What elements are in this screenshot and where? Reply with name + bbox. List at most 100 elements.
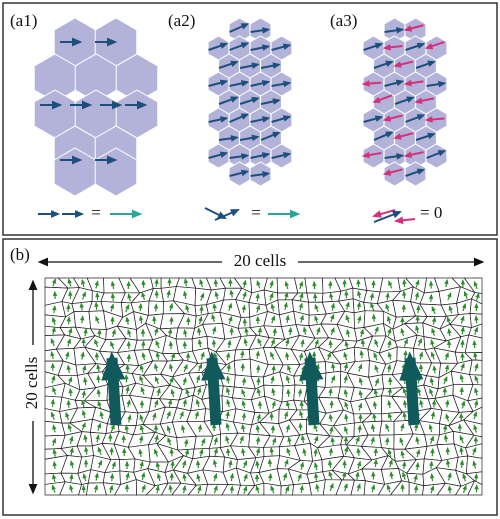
arrow-head — [447, 328, 452, 334]
arrow-head — [154, 448, 159, 455]
arrow-head — [242, 485, 248, 492]
arrow-head — [94, 280, 99, 286]
arrow-head — [358, 413, 363, 419]
arrow-head — [447, 472, 452, 478]
arrow-head — [437, 150, 447, 157]
arrow-head — [124, 460, 130, 466]
arrow-head — [97, 459, 103, 466]
arrow-head — [107, 37, 118, 47]
arrow-head — [371, 210, 382, 218]
arrow-head — [330, 313, 335, 320]
arrow-head — [358, 377, 364, 383]
arrow-head — [443, 375, 448, 382]
arrow-head — [197, 424, 203, 430]
arrow-head — [342, 279, 347, 285]
arrow-head — [110, 340, 115, 347]
arrow-head — [447, 485, 453, 491]
arrow-head — [141, 279, 146, 285]
arrow-head — [328, 280, 333, 286]
arrow-head — [361, 151, 370, 159]
arrow-head — [475, 292, 480, 299]
arrow-head — [50, 411, 56, 418]
arrow-head — [141, 291, 146, 298]
arrow-head — [361, 80, 370, 87]
arrow-head — [387, 351, 392, 358]
arrow-head — [330, 302, 336, 308]
arrow-head — [241, 412, 247, 418]
arrow-head — [282, 43, 292, 50]
arrow-head — [269, 292, 274, 299]
arrow-head — [153, 303, 159, 309]
arrow-head — [269, 412, 274, 418]
arrow-head — [286, 447, 291, 454]
arrow-head — [239, 435, 244, 442]
arrow-head — [124, 424, 129, 431]
arrow-head — [67, 278, 72, 284]
arrow-head — [373, 458, 378, 465]
arrow-head — [429, 460, 434, 467]
arrow-head — [168, 484, 173, 490]
arrow-head — [400, 483, 405, 489]
arrow-head — [261, 44, 271, 51]
arrow-head — [185, 304, 190, 310]
arrow-head — [52, 448, 57, 455]
arrow-head — [72, 37, 83, 47]
arrow-head — [68, 327, 73, 334]
arrow-head — [287, 364, 292, 371]
arrow-head — [402, 278, 407, 285]
arrow-head — [430, 351, 436, 357]
arrow-head — [52, 100, 63, 110]
arrow-head — [225, 352, 231, 358]
arrow-head — [413, 484, 419, 491]
arrow-head — [256, 377, 261, 383]
arrow-head — [285, 424, 290, 430]
arrow-head — [445, 459, 451, 465]
arrow-head — [396, 153, 405, 160]
arrow-head — [167, 398, 173, 405]
arrow-head — [270, 303, 275, 309]
arrow-head — [344, 401, 349, 407]
arrow-head — [219, 116, 229, 123]
arrow-head — [399, 351, 424, 381]
arrow-head — [139, 435, 144, 441]
arrow-head — [111, 328, 116, 335]
arrow-head — [241, 304, 246, 310]
arrow-head — [415, 461, 420, 468]
arrow-head — [183, 277, 189, 284]
arrow-head — [286, 388, 291, 394]
label-bg — [23, 345, 43, 421]
arrow-head — [315, 483, 320, 490]
arrow-head — [271, 387, 276, 394]
arrow-head — [69, 473, 74, 479]
arrow-head — [229, 485, 235, 491]
arrow-head — [140, 386, 145, 393]
arrow-head — [261, 152, 271, 159]
arrow-head — [214, 291, 219, 297]
arrow-head — [270, 351, 275, 358]
arrow-head — [169, 472, 175, 478]
arrow-head — [213, 473, 218, 479]
arrow-head — [402, 290, 407, 296]
arrow-head — [344, 290, 349, 296]
arrow-head — [459, 434, 464, 441]
arrow-head — [227, 302, 233, 309]
arrow-head — [251, 62, 260, 69]
arrow-head — [442, 424, 448, 430]
arrow-head — [267, 458, 273, 465]
arrow-head — [170, 460, 175, 466]
arrow-head — [403, 151, 413, 158]
arrow-head — [312, 280, 317, 287]
arrow-head — [229, 327, 234, 333]
arrow-head — [299, 461, 305, 468]
arrow-head — [415, 315, 420, 321]
arrow-head — [418, 363, 424, 370]
arrow-head — [463, 290, 469, 297]
panel-label: (b) — [10, 245, 30, 264]
cell — [425, 143, 448, 169]
arrow-head — [50, 362, 56, 368]
arrow-head — [195, 374, 201, 381]
arrow-head — [68, 376, 73, 382]
arrow-head — [385, 423, 390, 430]
arrow-head — [282, 472, 288, 479]
